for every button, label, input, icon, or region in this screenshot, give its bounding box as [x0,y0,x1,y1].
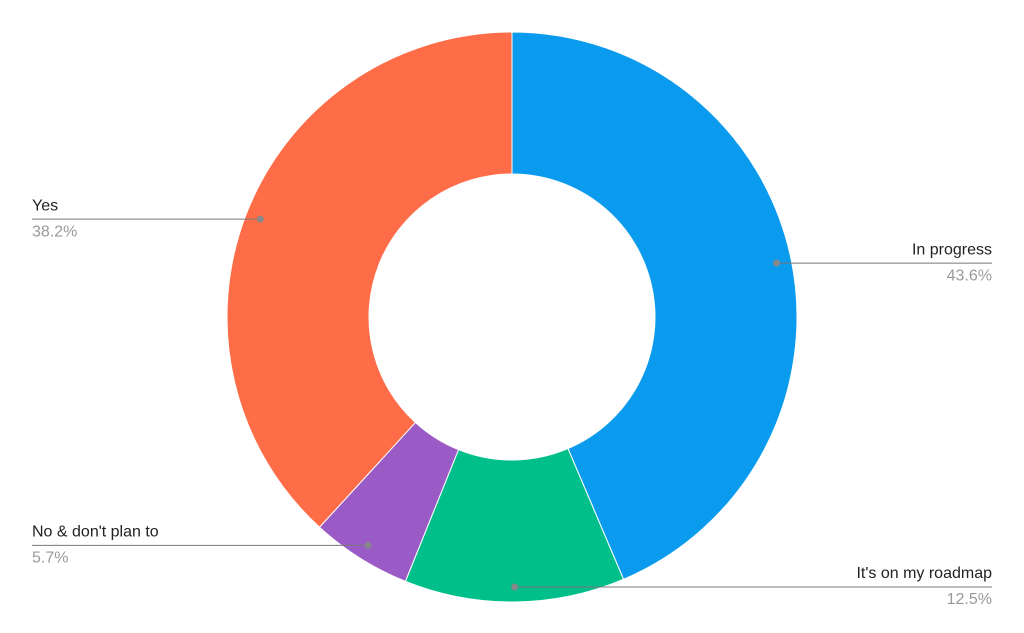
slice-value-label: 38.2% [32,223,77,240]
leader-dot [511,583,519,591]
slice [226,31,513,528]
slice [511,31,798,580]
slice-label: It's on my roadmap [856,565,992,582]
leader-dot [773,259,781,267]
slice-label: Yes [32,197,58,214]
slice-label: In progress [912,241,992,258]
slice-value-label: 43.6% [947,267,992,284]
slice-value-label: 5.7% [32,550,68,567]
leader-dot [256,215,264,223]
leader-dot [364,541,372,549]
slice-value-label: 12.5% [947,591,992,608]
slice-label: No & don't plan to [32,524,159,541]
